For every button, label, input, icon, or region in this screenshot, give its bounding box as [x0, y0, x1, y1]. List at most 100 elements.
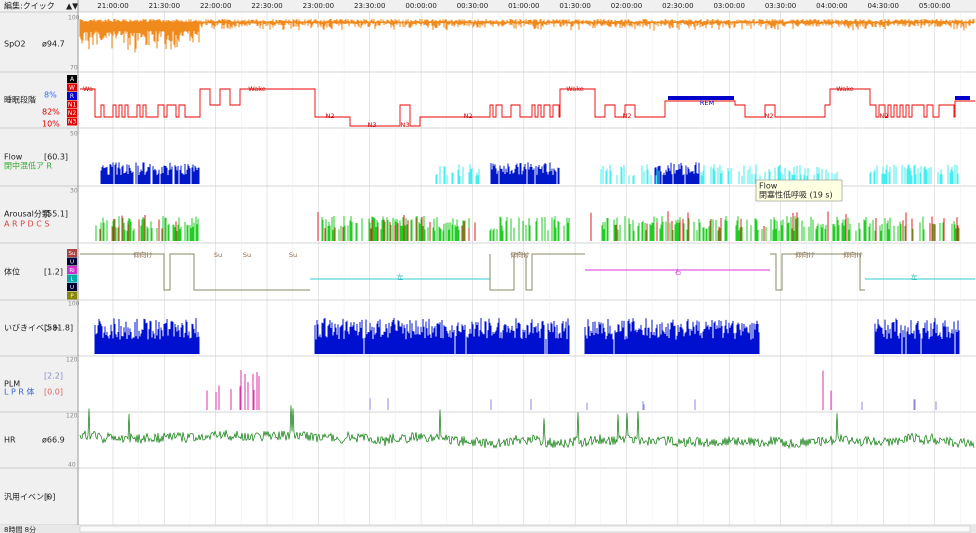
level-box: [67, 117, 77, 126]
row-label: SpO2: [4, 40, 26, 49]
position-line: [80, 253, 200, 291]
scroll-arrow[interactable]: ▲▼: [66, 2, 79, 11]
row-value: [0.0]: [44, 388, 63, 397]
level-label: U: [70, 285, 74, 291]
time-label: 02:00:00: [611, 2, 642, 10]
stage-annotation: Wake: [248, 85, 266, 93]
level-label: R: [70, 93, 74, 100]
row-label: 睡眠段階: [4, 95, 36, 105]
position-line: [770, 253, 865, 291]
level-label: N3: [68, 118, 76, 125]
time-label: 00:30:00: [457, 2, 488, 10]
level-box: [67, 75, 77, 83]
time-label: 21:00:00: [97, 2, 128, 10]
stage-annotation: N2: [464, 112, 473, 120]
scale: 30: [70, 188, 78, 195]
position-annotation: 左: [397, 272, 404, 281]
time-label: 23:00:00: [303, 2, 334, 10]
position-annotation: Su: [289, 251, 297, 259]
level-label: N1: [68, 101, 76, 108]
time-label: 23:30:00: [354, 2, 385, 10]
level-label: P: [70, 293, 74, 299]
legend: L P R 体: [4, 387, 34, 397]
level-box: [67, 283, 77, 291]
row-label: Arousal分類: [4, 209, 50, 219]
snore-bars: [94, 318, 960, 354]
scale: 100: [68, 301, 80, 308]
stage-annotation: Wa: [83, 85, 93, 93]
mode-label: 編集:クイック: [4, 1, 55, 11]
stage-annotation: N2: [623, 112, 632, 120]
plm-small: [369, 398, 937, 410]
position-annotation: Su: [243, 251, 251, 259]
time-label: 01:00:00: [508, 2, 539, 10]
flow-bars: [100, 162, 700, 184]
arousal-red: [99, 211, 959, 241]
position-annotation: 右: [675, 267, 682, 276]
scale: 120: [66, 413, 78, 420]
duration: 8時間 8分: [4, 525, 36, 533]
level-box: [67, 266, 77, 274]
position-annotation: 仰向け: [795, 250, 815, 259]
stage-annotation: N3: [368, 121, 377, 129]
row-label: 汎用イベント: [4, 493, 52, 502]
percent: 10%: [42, 120, 60, 129]
left-panel: [0, 0, 78, 533]
hr-wave: [79, 405, 975, 450]
position-annotation: 仰向け: [510, 250, 530, 259]
rem-block: [668, 96, 734, 100]
level-box: [67, 257, 77, 266]
position-annotation: 左: [911, 272, 918, 281]
level-label: N2: [68, 110, 76, 117]
level-box: [67, 109, 77, 117]
time-label: 05:00:00: [919, 2, 950, 10]
row-value: ø94.7: [42, 40, 65, 49]
row-value: [0]: [44, 493, 55, 502]
time-label: 03:00:00: [713, 2, 744, 10]
rem-block: [955, 96, 970, 100]
time-label: 04:00:00: [816, 2, 847, 10]
position-annotation: Su: [214, 251, 222, 259]
time-label: 22:30:00: [251, 2, 282, 10]
scale: 120: [66, 357, 78, 364]
row-value: [2.2]: [44, 372, 63, 381]
row-value: [1.2]: [44, 268, 63, 277]
level-label: Su: [69, 251, 76, 257]
time-header: [0, 0, 976, 12]
level-box: [67, 291, 77, 300]
row-value: [581.8]: [44, 324, 73, 333]
row-value: ø66.9: [42, 436, 65, 445]
row-label: HR: [4, 436, 16, 445]
row-label: PLM: [4, 380, 20, 389]
row-label: 体位: [4, 267, 20, 277]
tooltip-text: 閉塞性低呼吸 (19 s): [759, 190, 833, 200]
flow-bars-cyan: [435, 164, 959, 184]
time-label: 21:30:00: [149, 2, 180, 10]
arousal-green: [95, 216, 960, 241]
row-label: Flow: [4, 153, 23, 162]
scale: 100: [68, 15, 80, 22]
percent: 82%: [42, 108, 60, 117]
level-box: [67, 100, 77, 109]
stage-annotation: Wake: [566, 85, 584, 93]
time-label: 02:30:00: [662, 2, 693, 10]
time-label: 22:00:00: [200, 2, 231, 10]
spo2-wave: [79, 19, 975, 53]
time-label: 03:30:00: [765, 2, 796, 10]
legend: 閉中混低ア R: [4, 161, 53, 171]
plm-spikes: [206, 370, 832, 410]
percent: 8%: [44, 91, 57, 100]
stage-annotation: Wake: [836, 85, 854, 93]
time-label: 04:30:00: [868, 2, 899, 10]
time-label: 01:30:00: [559, 2, 590, 10]
scrollbar[interactable]: [79, 525, 971, 533]
position-annotation: 仰向け: [843, 250, 863, 259]
row-label: いびきイベント: [4, 324, 60, 333]
scale: 50: [70, 131, 78, 138]
stage-annotation: N2: [326, 112, 335, 120]
level-label: U: [70, 259, 74, 265]
row-value: [55.1]: [44, 210, 68, 219]
legend: A R P D C S: [4, 220, 49, 229]
